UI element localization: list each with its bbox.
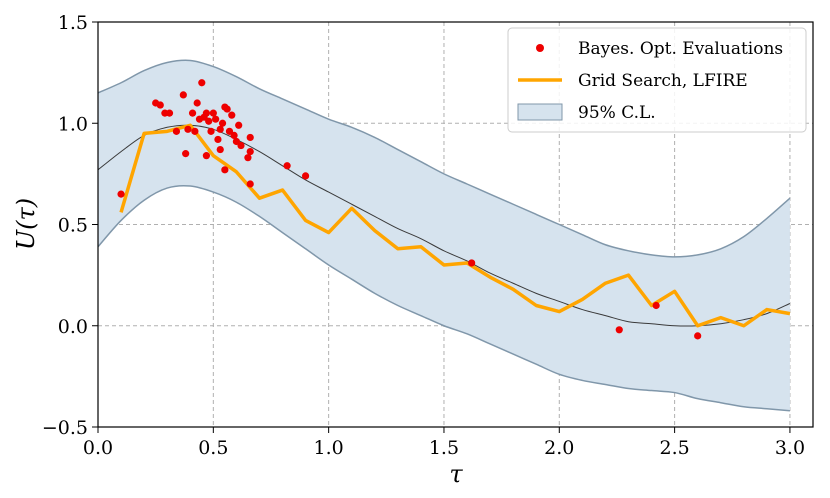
scatter-point xyxy=(246,133,254,142)
scatter-point xyxy=(230,131,238,139)
x-tick-label: 0.5 xyxy=(198,437,228,459)
scatter-point xyxy=(207,127,215,135)
scatter-point xyxy=(165,109,174,117)
scatter-point xyxy=(246,180,254,188)
x-tick-label: 1.0 xyxy=(314,437,344,459)
band-lower-edge xyxy=(97,184,791,412)
scatter-point xyxy=(188,109,197,117)
y-tick-label: −0.5 xyxy=(42,417,88,439)
scatter-point xyxy=(216,145,224,154)
scatter-point xyxy=(193,99,201,107)
x-axis-label: τ xyxy=(449,460,463,488)
scatter-point xyxy=(228,111,236,119)
legend-label-grid-search: Grid Search, LFIRE xyxy=(578,71,748,91)
grid-search-line xyxy=(119,123,791,328)
scatter-point xyxy=(694,332,702,340)
legend-label-band: 95% C.L. xyxy=(578,103,656,123)
scatter-point xyxy=(615,326,623,334)
scatter-point xyxy=(182,150,190,158)
scatter-point xyxy=(244,154,252,162)
y-tick-label: 0.0 xyxy=(58,316,88,338)
x-tick-label: 0.0 xyxy=(83,437,113,459)
scatter-point xyxy=(216,125,224,133)
scatter-point xyxy=(209,109,217,117)
scatter-point xyxy=(212,115,220,123)
scatter-point xyxy=(205,117,213,125)
scatter-point xyxy=(218,119,227,127)
scatter-point xyxy=(202,152,210,160)
band-fill xyxy=(98,60,790,411)
scatter-point xyxy=(172,127,181,135)
x-tick-label: 2.0 xyxy=(544,437,574,459)
scatter-point xyxy=(652,301,660,310)
scatter-point xyxy=(117,190,125,198)
scatter-point xyxy=(468,259,476,267)
scatter-point xyxy=(301,172,310,180)
scatter-point xyxy=(156,101,164,109)
scatter-point xyxy=(246,148,254,156)
x-tick-label: 3.0 xyxy=(775,437,805,459)
y-axis-label: U(τ) xyxy=(12,198,40,250)
y-tick-label: 1.0 xyxy=(58,113,88,135)
scatter-point xyxy=(198,79,206,87)
scatter-point xyxy=(223,105,231,113)
scatter-point xyxy=(184,125,192,133)
scatter-points xyxy=(117,79,702,340)
legend-box xyxy=(507,27,807,133)
legend-scatter-marker xyxy=(536,44,544,52)
confidence-band xyxy=(97,59,791,412)
y-tick-label: 0.5 xyxy=(58,215,88,237)
scatter-point xyxy=(191,127,199,135)
x-ticks: 0.0 0.5 1.0 1.5 2.0 2.5 3.0 xyxy=(83,427,805,459)
band-upper-edge xyxy=(97,59,791,258)
legend: Bayes. Opt. Evaluations Grid Search, LFI… xyxy=(507,27,807,133)
legend-band-swatch xyxy=(517,103,563,121)
scatter-point xyxy=(179,91,187,99)
grid-search-polyline xyxy=(119,123,791,328)
scatter-point xyxy=(283,162,291,170)
scatter-point xyxy=(221,166,229,174)
scatter-point xyxy=(237,141,245,150)
x-tick-label: 1.5 xyxy=(429,437,459,459)
scatter-point xyxy=(235,121,243,129)
x-tick-label: 2.5 xyxy=(660,437,690,459)
scatter-point xyxy=(202,109,210,117)
scatter-point xyxy=(214,135,222,144)
y-tick-label: 1.5 xyxy=(58,12,88,34)
y-ticks: −0.5 0.0 0.5 1.0 1.5 xyxy=(42,12,98,439)
legend-label-scatter: Bayes. Opt. Evaluations xyxy=(578,39,783,59)
